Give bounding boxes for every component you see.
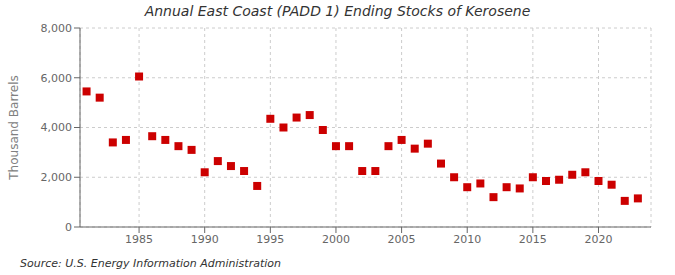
svg-text:2000: 2000 — [322, 233, 350, 246]
svg-text:2015: 2015 — [519, 233, 547, 246]
svg-text:1995: 1995 — [256, 233, 284, 246]
svg-text:2005: 2005 — [388, 233, 416, 246]
svg-text:1985: 1985 — [125, 233, 153, 246]
svg-text:4,000: 4,000 — [41, 121, 73, 134]
svg-text:1990: 1990 — [191, 233, 219, 246]
html-text:Source: U.S. Energy Informatio: Source: U.S. Energy Information Administ… — [20, 257, 281, 270]
svg-text:2,000: 2,000 — [41, 171, 73, 184]
svg-text:6,000: 6,000 — [41, 72, 73, 85]
svg-text:0: 0 — [65, 221, 72, 234]
svg-text:2020: 2020 — [584, 233, 612, 246]
svg-text:2010: 2010 — [453, 233, 481, 246]
svg-text:Thousand Barrels: Thousand Barrels — [8, 75, 21, 180]
html-text:Annual East Coast (PADD 1) End: Annual East Coast (PADD 1) Ending Stocks… — [144, 3, 531, 19]
svg-text:8,000: 8,000 — [41, 22, 73, 35]
